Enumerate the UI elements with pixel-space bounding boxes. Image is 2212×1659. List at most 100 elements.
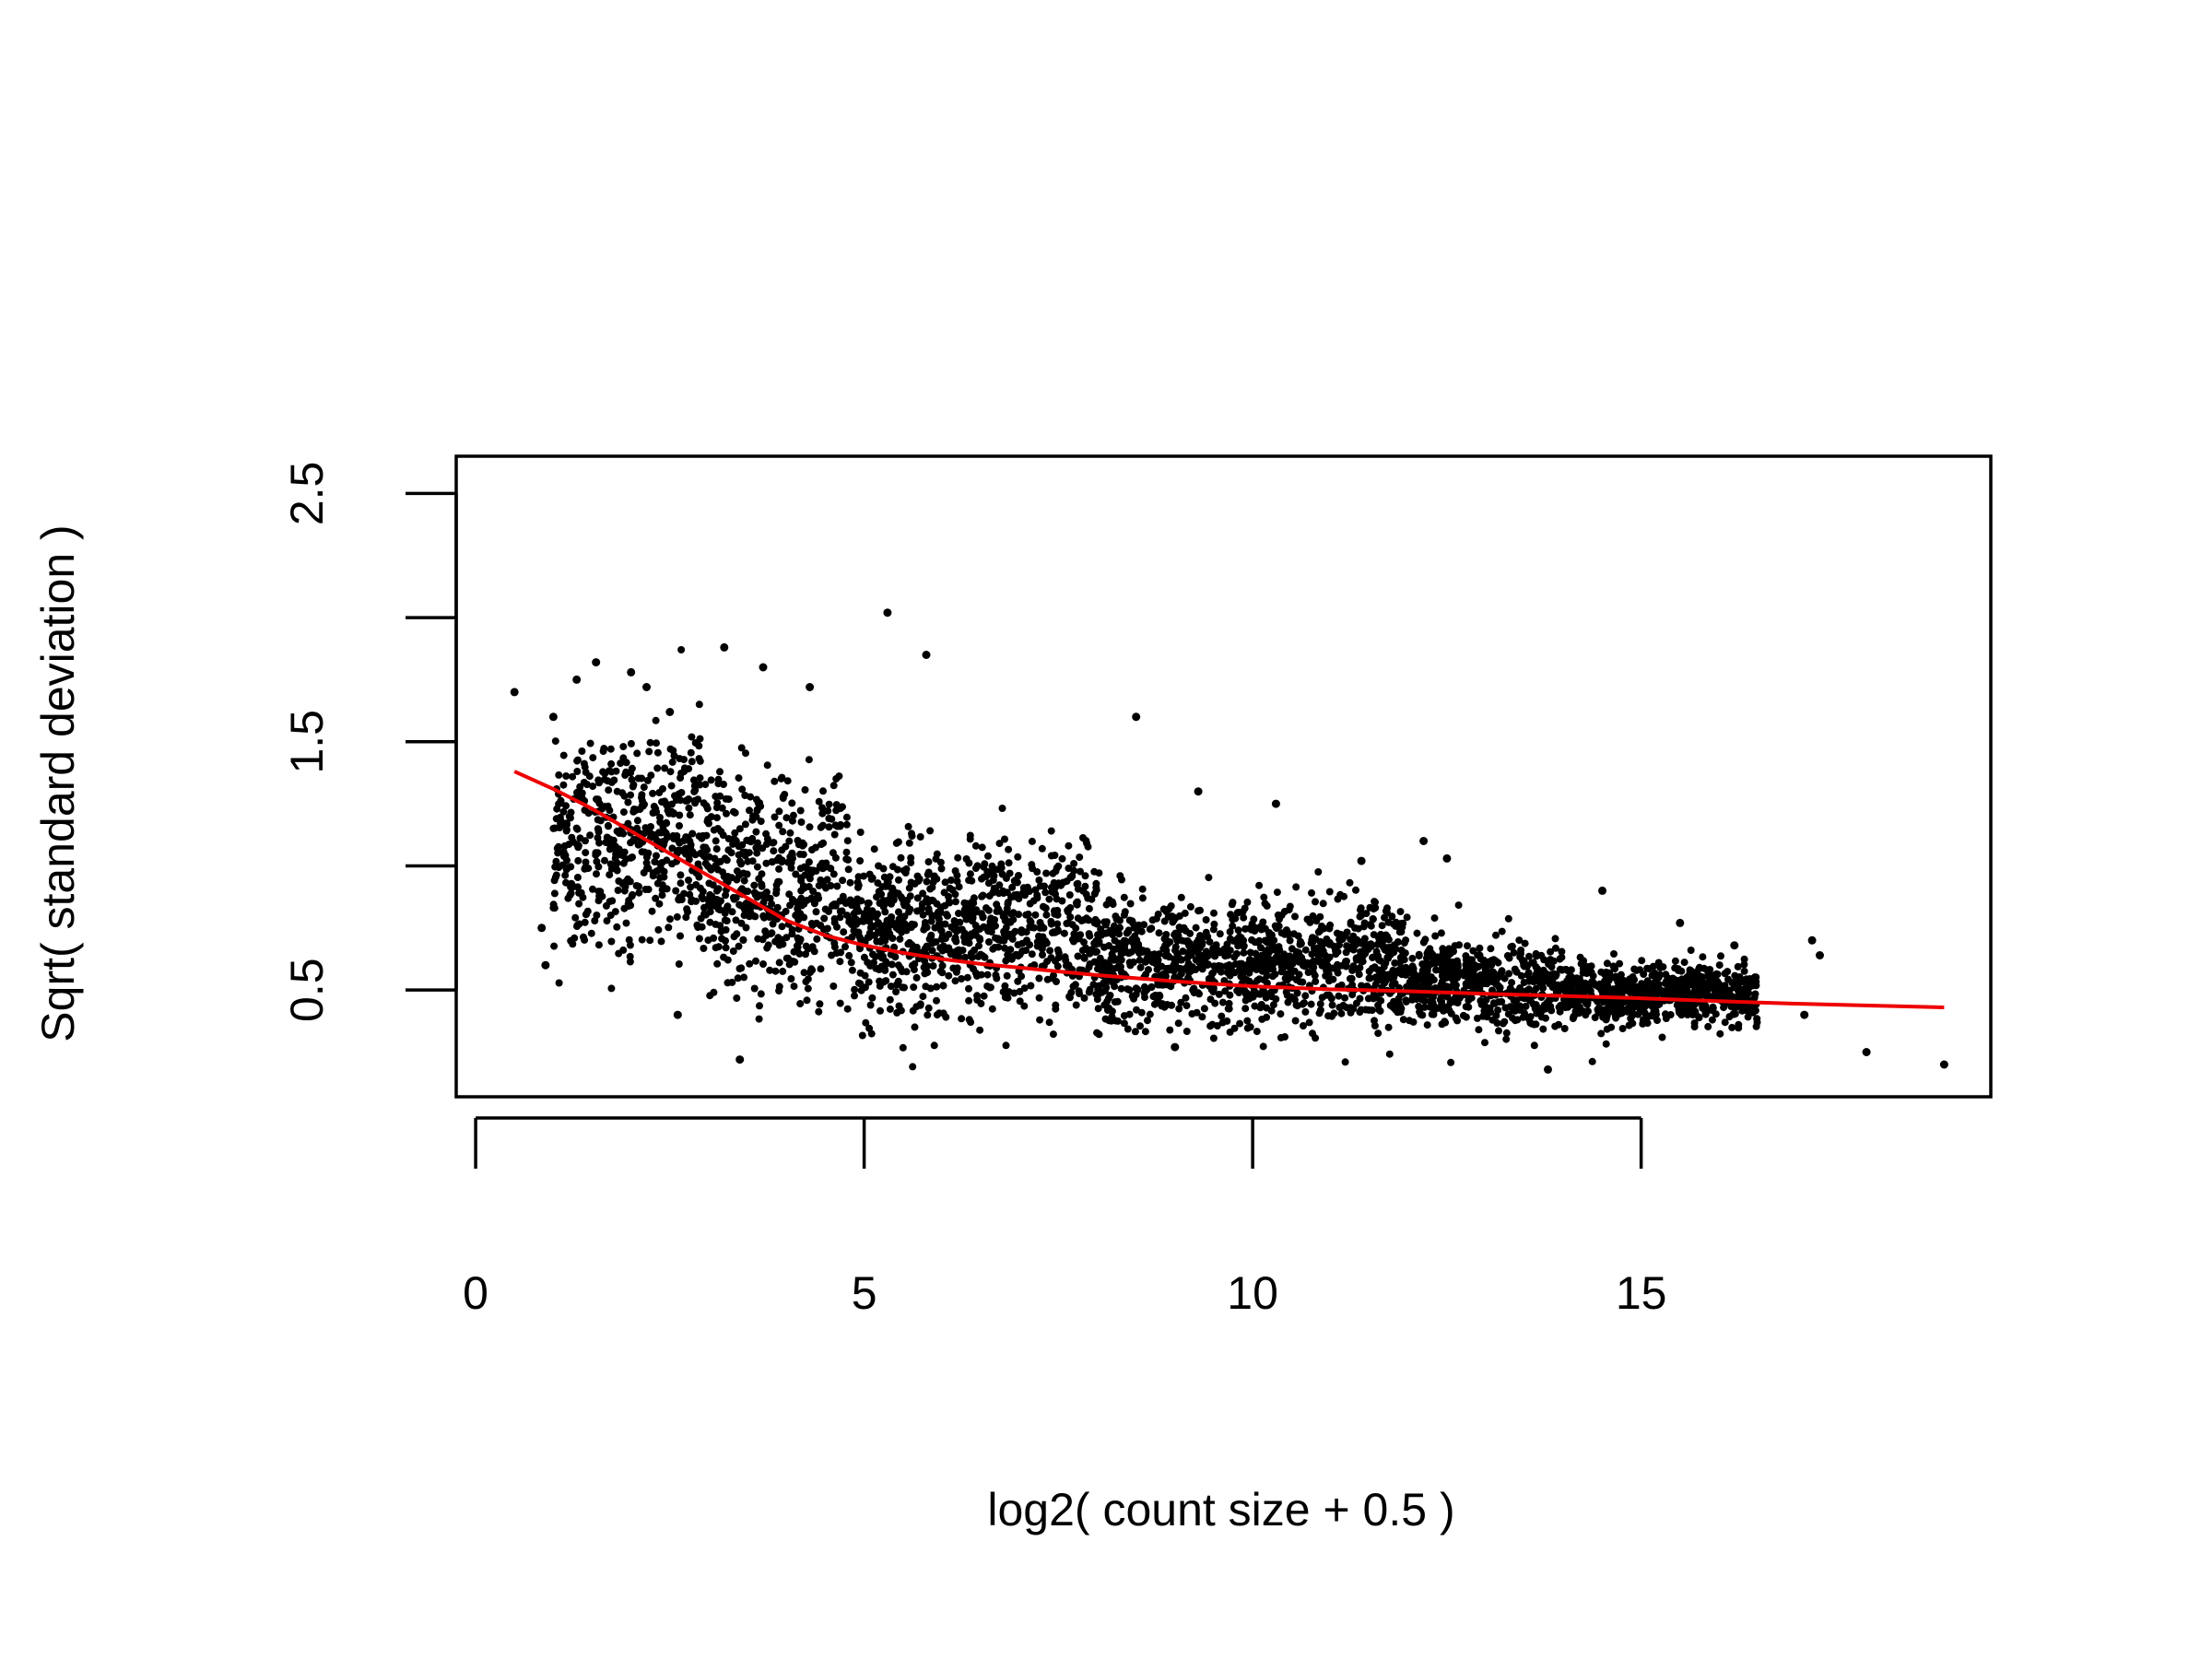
cloud-point xyxy=(1291,1017,1300,1025)
cloud-point xyxy=(1512,1017,1520,1025)
data-point xyxy=(806,683,815,691)
cloud-point xyxy=(609,836,618,844)
cloud-point xyxy=(1349,1005,1358,1013)
cloud-point xyxy=(958,975,966,982)
cloud-point xyxy=(1638,957,1646,965)
cloud-point xyxy=(1292,883,1300,891)
cloud-point xyxy=(1334,947,1342,956)
cloud-point xyxy=(1251,1002,1259,1010)
cloud-point xyxy=(1216,965,1224,973)
cloud-point xyxy=(1054,862,1063,870)
cloud-point xyxy=(607,778,616,786)
cloud-point xyxy=(1616,959,1624,968)
cloud-point xyxy=(1383,954,1392,961)
data-point xyxy=(510,688,519,697)
cloud-point xyxy=(823,876,831,884)
cloud-point xyxy=(924,1011,932,1019)
cloud-point xyxy=(677,796,685,805)
cloud-point xyxy=(1002,1041,1010,1050)
cloud-point xyxy=(752,843,760,852)
cloud-point xyxy=(1413,929,1421,937)
cloud-point xyxy=(1014,853,1022,861)
cloud-point xyxy=(752,828,760,836)
cloud-point xyxy=(581,864,589,872)
cloud-point xyxy=(629,782,637,791)
cloud-point xyxy=(1049,869,1057,877)
cloud-point xyxy=(1259,956,1267,964)
cloud-point xyxy=(1709,1003,1717,1011)
cloud-point xyxy=(1649,1002,1657,1010)
cloud-point xyxy=(1499,1019,1507,1028)
cloud-point xyxy=(1547,971,1556,979)
cloud-point xyxy=(965,984,972,993)
cloud-point xyxy=(784,954,793,962)
cloud-point xyxy=(1371,963,1379,971)
cloud-point xyxy=(675,960,683,968)
cloud-point xyxy=(1703,1006,1712,1015)
cloud-point xyxy=(701,781,710,789)
cloud-point xyxy=(642,865,651,873)
cloud-point xyxy=(625,935,633,944)
cloud-point xyxy=(697,914,705,923)
cloud-point xyxy=(1529,959,1537,967)
cloud-point xyxy=(881,908,889,916)
cloud-point xyxy=(559,807,568,816)
cloud-point xyxy=(686,811,694,819)
cloud-point xyxy=(694,924,702,932)
cloud-point xyxy=(1512,968,1521,976)
cloud-point xyxy=(573,923,581,930)
cloud-point xyxy=(1328,1001,1336,1009)
cloud-point xyxy=(1725,1013,1734,1021)
cloud-point xyxy=(649,872,657,880)
cloud-point xyxy=(779,794,787,802)
cloud-point xyxy=(1547,956,1555,964)
cloud-point xyxy=(925,935,934,943)
cloud-point xyxy=(591,917,599,924)
cloud-point xyxy=(584,809,593,818)
cloud-point xyxy=(605,786,613,794)
cloud-point xyxy=(1053,927,1062,935)
cloud-point xyxy=(680,756,688,764)
cloud-point xyxy=(624,798,632,806)
cloud-point xyxy=(594,816,602,824)
cloud-point xyxy=(1246,1023,1254,1031)
cloud-point xyxy=(1001,982,1009,990)
cloud-point xyxy=(1124,1025,1132,1033)
cloud-point xyxy=(856,857,865,865)
cloud-point xyxy=(752,957,759,965)
cloud-point xyxy=(1001,944,1009,952)
cloud-point xyxy=(1423,967,1431,975)
cloud-point xyxy=(759,891,768,899)
cloud-point xyxy=(1378,922,1386,930)
cloud-point xyxy=(851,985,859,994)
cloud-point xyxy=(666,915,674,924)
cloud-point xyxy=(1138,894,1147,902)
cloud-point xyxy=(1060,929,1068,937)
cloud-point xyxy=(1027,982,1035,990)
cloud-point xyxy=(1645,965,1653,973)
cloud-point xyxy=(640,783,648,792)
cloud-point xyxy=(854,881,863,889)
cloud-point xyxy=(855,933,864,941)
cloud-point xyxy=(932,854,940,863)
cloud-point xyxy=(1399,950,1407,959)
cloud-point xyxy=(1451,942,1459,950)
cloud-point xyxy=(889,888,897,895)
cloud-point xyxy=(817,877,825,885)
cloud-point xyxy=(1009,952,1018,960)
cloud-point xyxy=(1539,1025,1547,1033)
cloud-point xyxy=(1170,913,1178,922)
cloud-point xyxy=(813,935,821,943)
cloud-point xyxy=(905,839,913,847)
cloud-point xyxy=(551,737,559,746)
cloud-point xyxy=(1319,900,1327,908)
cloud-point xyxy=(1602,1040,1610,1048)
cloud-point xyxy=(1202,928,1210,936)
cloud-point xyxy=(787,975,795,982)
cloud-point xyxy=(952,927,960,935)
cloud-point xyxy=(1018,939,1027,947)
cloud-point xyxy=(802,950,809,959)
data-point xyxy=(1271,799,1280,808)
cloud-point xyxy=(757,818,765,826)
cloud-point xyxy=(1374,1030,1382,1038)
